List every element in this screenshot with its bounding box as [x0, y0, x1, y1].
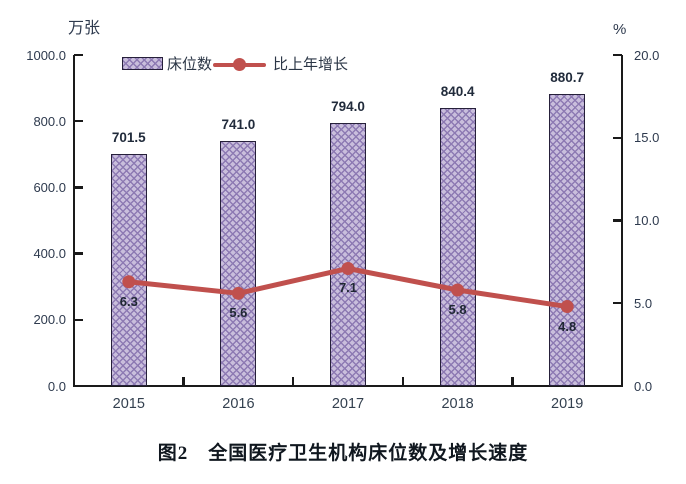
x-axis-tick	[511, 377, 514, 386]
line-value-label: 7.1	[338, 280, 358, 296]
legend-line-marker-icon	[233, 58, 246, 71]
left-axis-unit-label: 万张	[68, 20, 101, 37]
line-value-label: 5.6	[229, 305, 248, 321]
left-axis-tick	[74, 53, 83, 57]
legend-bar-label: 床位数	[167, 56, 213, 73]
right-axis-tick	[613, 136, 622, 139]
growth-line	[122, 261, 574, 314]
left-axis-tick-label: 200.0	[33, 312, 66, 328]
bar-value-label: 701.5	[111, 129, 146, 145]
line-marker	[122, 275, 136, 289]
bar	[330, 123, 366, 386]
left-axis-line	[73, 55, 75, 386]
line-value-label: 4.8	[558, 318, 577, 334]
left-axis-tick	[74, 318, 83, 321]
left-axis-tick-label: 1000.0	[26, 47, 66, 63]
line-marker	[560, 300, 574, 314]
line-marker	[451, 283, 465, 297]
legend-line-label: 比上年增长	[273, 56, 349, 73]
x-axis-category-label: 2017	[331, 396, 365, 412]
right-axis-tick	[613, 302, 622, 305]
x-axis-category-label: 2015	[112, 396, 145, 412]
right-axis-tick-label: 5.0	[634, 295, 653, 311]
line-marker	[231, 286, 245, 300]
right-axis-tick-label: 0.0	[634, 378, 653, 394]
x-axis-category-label: 2018	[441, 396, 474, 412]
right-axis-line	[621, 55, 623, 386]
left-axis-tick-label: 400.0	[33, 246, 66, 262]
bar	[220, 140, 257, 386]
line-marker	[341, 261, 355, 275]
legend-bar-swatch-icon	[122, 57, 163, 70]
left-axis-tick	[74, 384, 83, 388]
left-axis-tick-label: 800.0	[33, 113, 66, 129]
x-axis-tick	[401, 377, 404, 386]
right-axis-tick	[613, 219, 622, 222]
right-axis-unit-label: %	[613, 21, 627, 38]
right-axis-tick	[613, 53, 622, 57]
x-axis-tick	[292, 377, 295, 386]
x-axis-tick	[182, 377, 185, 386]
left-axis-tick-label: 600.0	[33, 179, 66, 195]
right-axis-tick	[613, 384, 622, 388]
right-axis-tick-label: 20.0	[634, 47, 660, 63]
line-value-label: 5.8	[448, 302, 467, 317]
right-axis-tick-label: 15.0	[634, 130, 660, 146]
x-axis-category-label: 2019	[551, 396, 584, 412]
left-axis-tick	[74, 120, 83, 123]
bar-value-label: 741.0	[221, 116, 256, 132]
bar	[110, 153, 147, 386]
right-axis-tick-label: 10.0	[634, 213, 660, 228]
bar-value-label: 794.0	[331, 99, 365, 115]
x-axis-category-label: 2016	[222, 396, 255, 412]
left-axis-tick	[74, 186, 83, 189]
chart-title: 图2 全国医疗卫生机构床位数及增长速度	[157, 443, 529, 464]
bar-value-label: 880.7	[550, 70, 585, 86]
bar	[439, 107, 476, 386]
line-value-label: 6.3	[119, 293, 138, 309]
bar	[549, 94, 586, 386]
left-axis-tick	[74, 252, 83, 255]
left-axis-tick-label: 0.0	[47, 378, 66, 394]
bar-value-label: 840.4	[440, 83, 475, 99]
